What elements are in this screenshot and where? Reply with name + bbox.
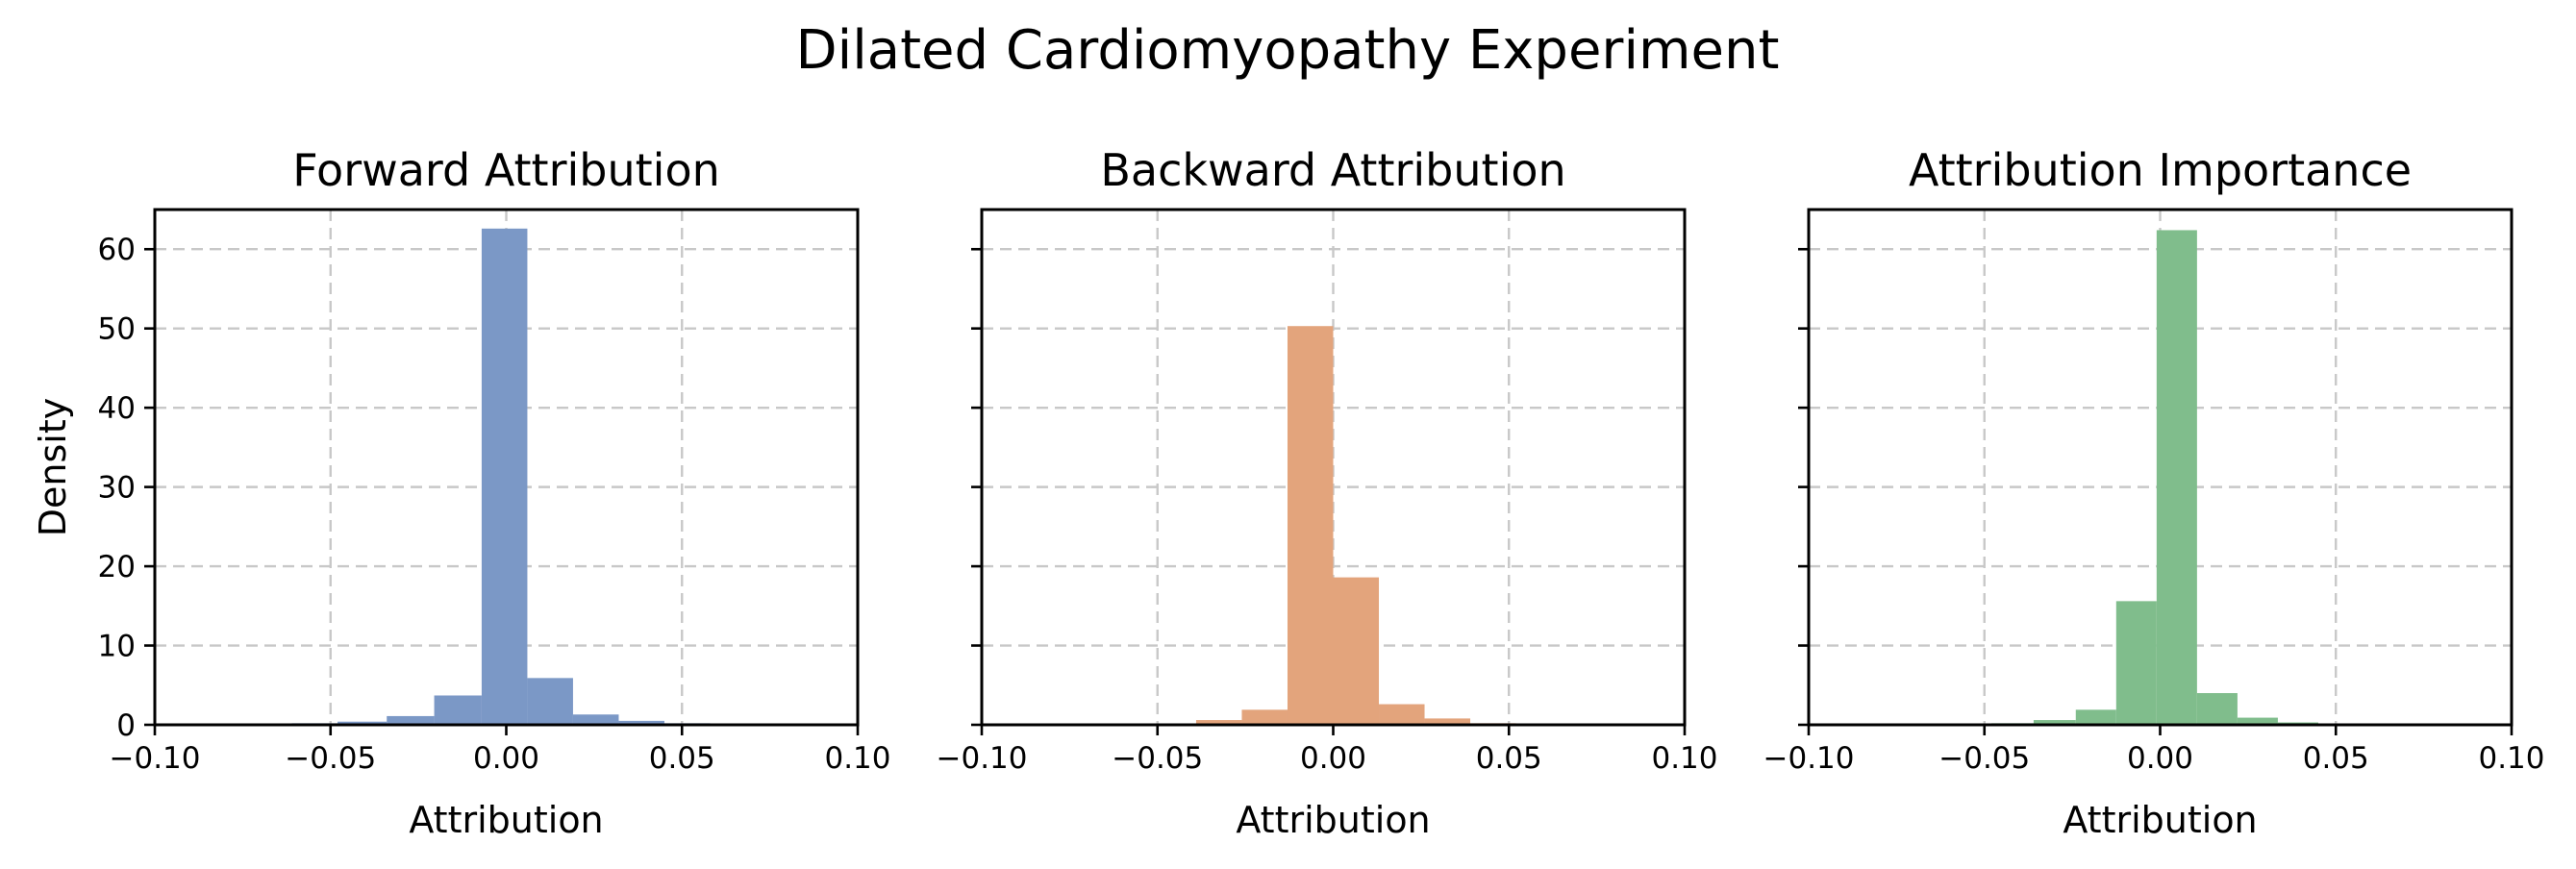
x-tick-label: 0.00 <box>473 741 539 776</box>
x-axis-label: Attribution <box>1236 799 1430 841</box>
histogram-bar <box>2075 709 2116 725</box>
histogram-bar <box>1379 704 1425 725</box>
x-tick-label: −0.10 <box>937 741 1028 776</box>
panel-1: −0.10 −0.05 0.00 0.05 0.10 0 10 20 30 40 50 60 Forwa… <box>32 144 891 841</box>
y-tick-label: 50 <box>98 312 136 347</box>
histogram-bar <box>1241 709 1288 725</box>
x-tick-label: 0.05 <box>649 741 715 776</box>
histogram-bar <box>1287 326 1334 725</box>
panel-2: −0.10 −0.05 0.00 0.05 0.10 Backward Attributi… <box>937 144 1718 841</box>
histogram-bar <box>2237 717 2278 725</box>
panel-3: −0.10 −0.05 0.00 0.05 0.10 Attribution Import… <box>1763 144 2545 841</box>
histogram-bar <box>1424 718 1471 725</box>
panel-title: Backward Attribution <box>1100 144 1565 196</box>
x-tick-label: 0.10 <box>1651 741 1717 776</box>
histogram-bar <box>434 695 482 725</box>
histogram-bar <box>572 714 619 725</box>
histogram-bar <box>2115 601 2157 725</box>
y-tick-label: 0 <box>116 708 136 743</box>
x-tick-label: −0.05 <box>1938 741 2030 776</box>
histogram-bar <box>618 720 664 725</box>
histogram-bar <box>2033 720 2076 725</box>
x-axis-label: Attribution <box>409 799 603 841</box>
panel-title: Attribution Importance <box>1909 144 2412 196</box>
histogram-bar <box>481 228 528 725</box>
histogram-bar <box>2196 693 2238 725</box>
histogram-bar <box>2156 230 2197 725</box>
x-tick-label: −0.05 <box>285 741 376 776</box>
y-tick-label: 60 <box>98 233 136 267</box>
x-tick-label: 0.10 <box>824 741 890 776</box>
histogram-bar <box>338 721 388 725</box>
y-tick-label: 10 <box>98 630 136 664</box>
y-tick-label: 30 <box>98 471 136 506</box>
y-axis-label: Density <box>32 398 74 536</box>
x-tick-label: 0.05 <box>2303 741 2369 776</box>
x-tick-label: 0.05 <box>1476 741 1542 776</box>
histogram-bar <box>527 678 573 725</box>
panel-title: Forward Attribution <box>292 144 720 196</box>
x-tick-label: 0.00 <box>1300 741 1366 776</box>
histogram-bar <box>1195 720 1242 725</box>
x-tick-label: 0.00 <box>2127 741 2193 776</box>
x-tick-label: 0.10 <box>2478 741 2544 776</box>
x-axis-label: Attribution <box>2063 799 2257 841</box>
histogram-bar <box>1333 577 1380 725</box>
histogram-bar <box>387 715 435 725</box>
x-tick-label: −0.05 <box>1112 741 1203 776</box>
figure-title: Dilated Cardiomyopathy Experiment <box>796 19 1780 82</box>
y-tick-label: 40 <box>98 391 136 426</box>
x-tick-label: −0.10 <box>110 741 201 776</box>
y-tick-label: 20 <box>98 550 136 584</box>
panels: −0.10 −0.05 0.00 0.05 0.10 0 10 20 30 40 50 60 Forwa… <box>32 144 2545 841</box>
x-tick-label: −0.10 <box>1763 741 1855 776</box>
